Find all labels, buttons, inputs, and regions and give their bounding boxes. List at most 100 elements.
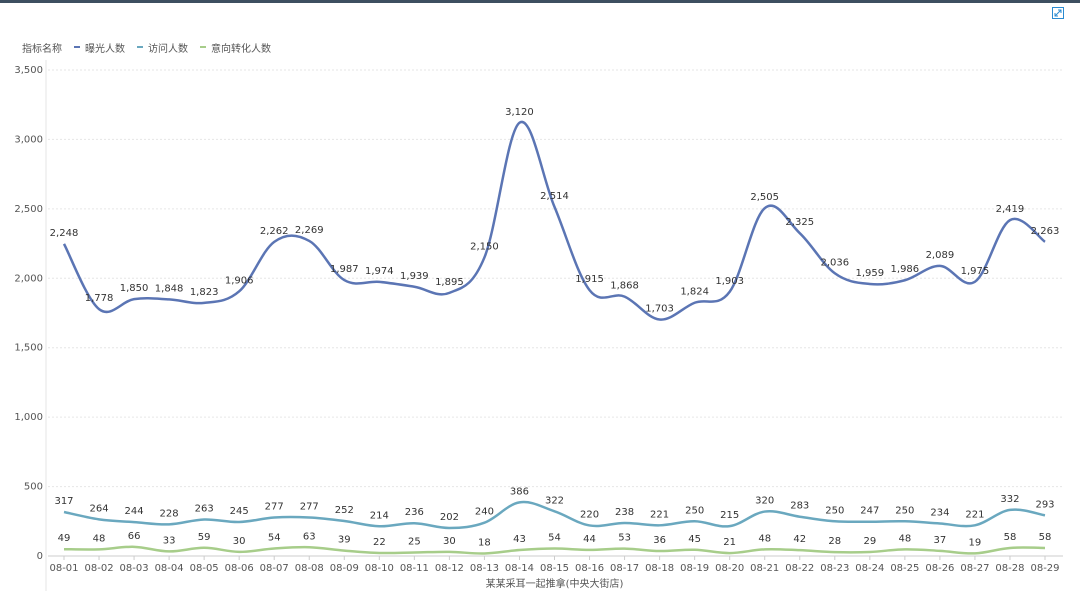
x-tick-label: 08-20 — [715, 563, 744, 574]
x-tick-label: 08-03 — [120, 563, 149, 574]
series-conversion-data-label: 21 — [723, 537, 736, 548]
series-exposure-data-label: 2,248 — [50, 228, 79, 239]
series-exposure-line — [62, 120, 1046, 321]
series-conversion-data-label: 22 — [373, 537, 386, 548]
series-visits-data-label: 263 — [195, 503, 214, 514]
series-conversion-data-label: 19 — [969, 537, 982, 548]
x-tick-label: 08-29 — [1030, 563, 1059, 574]
legend-item-conversion[interactable]: 意向转化人数 — [200, 40, 271, 55]
series-exposure-data-label: 2,036 — [820, 257, 849, 268]
legend-item-exposure[interactable]: 曝光人数 — [74, 40, 125, 55]
series-conversion-data-label: 63 — [303, 531, 316, 542]
series-conversion-data-label: 28 — [828, 536, 841, 547]
series-conversion-data-label: 30 — [443, 536, 456, 547]
x-tick-label: 08-25 — [890, 563, 919, 574]
x-tick-label: 08-07 — [260, 563, 289, 574]
series-exposure-data-label: 3,120 — [505, 107, 534, 118]
series-visits-data-label: 221 — [965, 509, 984, 520]
series-visits-data-label: 386 — [510, 486, 529, 497]
x-axis-title: 某某采耳一起推拿(中央大街店) — [486, 577, 624, 590]
series-conversion-data-label: 18 — [478, 538, 491, 549]
series-conversion-data-label: 33 — [163, 535, 176, 546]
legend-label-exposure: 曝光人数 — [85, 43, 125, 55]
series-conversion-data-label: 43 — [513, 534, 526, 545]
series-conversion-data-label: 48 — [758, 533, 771, 544]
series-conversion-data-label: 66 — [128, 531, 141, 542]
x-tick-label: 08-02 — [85, 563, 114, 574]
series-exposure-data-label: 1,939 — [400, 271, 429, 282]
series-visits-data-label: 214 — [370, 510, 389, 521]
series-conversion-data-label: 54 — [548, 533, 561, 544]
series-visits-data-label: 320 — [755, 496, 774, 507]
series-exposure-data-label: 1,974 — [365, 266, 394, 277]
series-visits-data-label: 202 — [440, 512, 459, 523]
series-exposure-data-label: 1,959 — [856, 268, 885, 279]
series-exposure-data-label: 1,778 — [85, 293, 114, 304]
y-tick-label: 3,500 — [14, 65, 43, 76]
y-tick-label: 2,000 — [14, 273, 43, 284]
series-conversion-data-label: 59 — [198, 532, 211, 543]
chart-legend: 指标名称 曝光人数 访问人数 意向转化人数 — [22, 40, 283, 55]
y-tick-label: 3,000 — [14, 134, 43, 145]
series-visits-data-label: 236 — [405, 507, 424, 518]
series-visits-data-label: 228 — [160, 508, 179, 519]
x-tick-label: 08-01 — [49, 563, 78, 574]
x-tick-label: 08-18 — [645, 563, 674, 574]
series-exposure-data-label: 2,263 — [1031, 226, 1060, 237]
series-exposure-data-label: 2,262 — [260, 226, 289, 237]
series-visits-data-label: 238 — [615, 507, 634, 518]
series-exposure-data-label: 2,089 — [926, 250, 955, 261]
series-exposure-data-label: 2,150 — [470, 241, 499, 252]
expand-icon[interactable] — [1052, 7, 1064, 19]
series-exposure-data-label: 1,915 — [575, 274, 604, 285]
series-conversion-data-label: 45 — [688, 534, 701, 545]
y-tick-label: 1,500 — [14, 343, 43, 354]
series-exposure-data-label: 1,987 — [330, 264, 359, 275]
series-visits-line — [63, 500, 1046, 530]
x-tick-label: 08-28 — [995, 563, 1024, 574]
x-tick-label: 08-16 — [575, 563, 604, 574]
series-visits-data-label: 277 — [265, 502, 284, 513]
legend-item-visits[interactable]: 访问人数 — [137, 40, 188, 55]
series-exposure-data-label: 1,824 — [680, 287, 709, 298]
legend-label-visits: 访问人数 — [148, 43, 188, 55]
legend-title: 指标名称 — [22, 43, 62, 55]
x-tick-label: 08-17 — [610, 563, 639, 574]
series-conversion-data-label: 48 — [898, 533, 911, 544]
series-visits-data-label: 244 — [125, 506, 144, 517]
x-tick-label: 08-05 — [190, 563, 219, 574]
series-exposure-data-label: 1,903 — [715, 276, 744, 287]
series-visits-data-label: 317 — [54, 496, 73, 507]
x-tick-label: 08-04 — [155, 563, 184, 574]
series-conversion-data-label: 54 — [268, 533, 281, 544]
series-visits-data-label: 215 — [720, 510, 739, 521]
y-tick-label: 500 — [24, 482, 43, 493]
series-visits-data-label: 221 — [650, 509, 669, 520]
series-visits-data-label: 245 — [230, 506, 249, 517]
series-conversion-data-label: 39 — [338, 535, 351, 546]
series-visits-data-label: 277 — [300, 502, 319, 513]
series-conversion-data-label: 49 — [58, 533, 71, 544]
x-tick-label: 08-23 — [820, 563, 849, 574]
series-visits-data-label: 332 — [1000, 494, 1019, 505]
x-tick-label: 08-09 — [330, 563, 359, 574]
series-conversion-data-label: 30 — [233, 536, 246, 547]
x-tick-label: 08-11 — [400, 563, 429, 574]
x-tick-label: 08-12 — [435, 563, 464, 574]
series-conversion-data-label: 25 — [408, 537, 421, 548]
series-visits-data-label: 250 — [825, 505, 844, 516]
series-visits-data-label: 240 — [475, 507, 494, 518]
x-tick-label: 08-19 — [680, 563, 709, 574]
series-exposure-data-label: 2,419 — [996, 204, 1025, 215]
x-tick-label: 08-08 — [295, 563, 324, 574]
series-exposure-data-label: 1,895 — [435, 277, 464, 288]
series-exposure-data-label: 1,703 — [645, 304, 674, 315]
y-tick-label: 2,500 — [14, 204, 43, 215]
series-conversion-data-label: 29 — [863, 536, 876, 547]
series-visits-data-label: 247 — [860, 506, 879, 517]
legend-swatch-exposure — [74, 46, 80, 48]
series-visits-data-label: 220 — [580, 509, 599, 520]
series-exposure-data-label: 1,975 — [961, 266, 990, 277]
x-tick-label: 08-15 — [540, 563, 569, 574]
